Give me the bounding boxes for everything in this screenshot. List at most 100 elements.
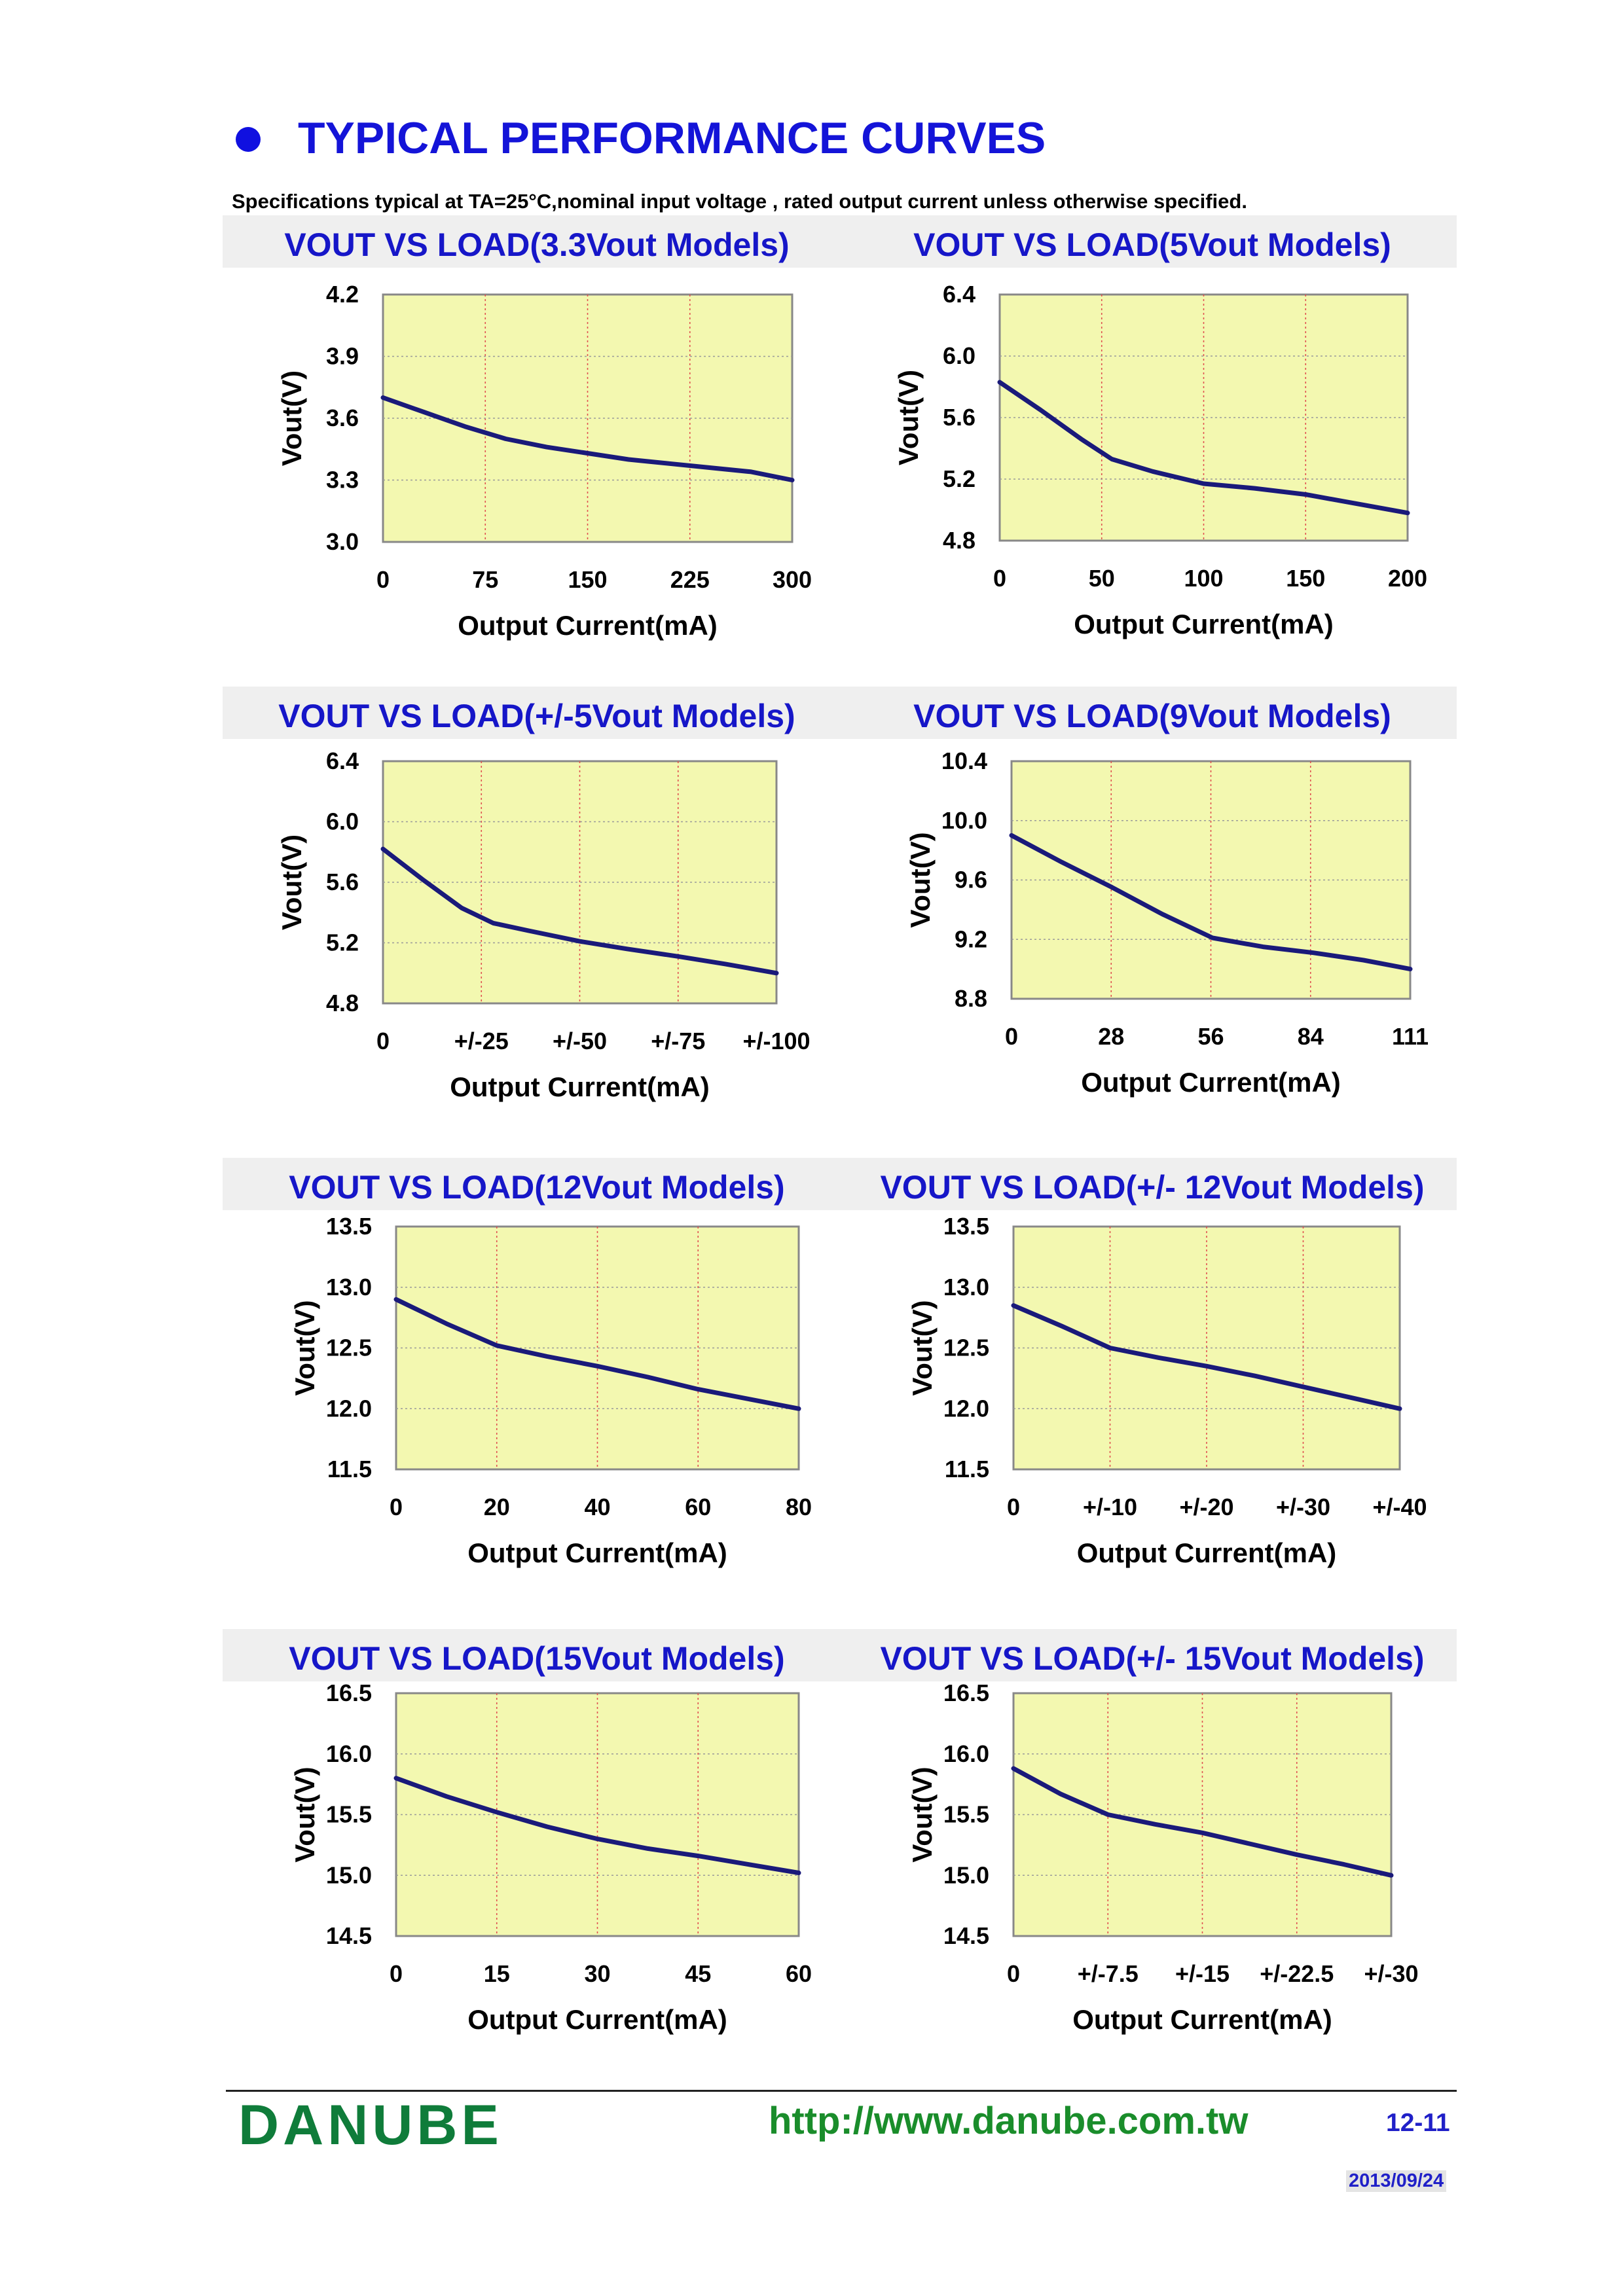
x-tick-label: +/-50	[553, 1028, 607, 1054]
series-line	[380, 395, 795, 482]
x-axis-label: Output Current(mA)	[458, 610, 718, 641]
y-tick-label: 13.5	[943, 1213, 989, 1240]
x-tick-label: +/-22.5	[1260, 1960, 1334, 1987]
title-band-row-1	[223, 215, 1457, 268]
y-tick-label: 16.0	[943, 1740, 989, 1767]
series-line	[1009, 833, 1413, 972]
x-axis-label: Output Current(mA)	[450, 1071, 710, 1102]
series-line	[380, 846, 779, 976]
y-tick-label: 15.0	[943, 1861, 989, 1888]
title-bullet	[236, 127, 261, 152]
y-tick-label: 9.2	[955, 925, 987, 952]
series-line	[393, 1297, 801, 1411]
y-tick-label: 11.5	[945, 1456, 989, 1482]
y-axis-label: Vout(V)	[907, 1767, 938, 1862]
x-axis-label: Output Current(mA)	[1077, 1537, 1337, 1568]
chart-title-15v: VOUT VS LOAD(15Vout Models)	[289, 1640, 785, 1677]
y-tick-label: 5.2	[943, 465, 976, 492]
y-axis-label: Vout(V)	[289, 1767, 320, 1862]
y-tick-label: 13.5	[326, 1213, 372, 1240]
chart-title-pm12v: VOUT VS LOAD(+/- 12Vout Models)	[880, 1169, 1425, 1206]
y-axis-label: Vout(V)	[276, 834, 307, 930]
y-tick-label: 3.0	[326, 528, 359, 555]
chart-title-3v3: VOUT VS LOAD(3.3Vout Models)	[284, 226, 790, 263]
series-line	[1011, 1303, 1402, 1411]
x-tick-label: 75	[472, 566, 498, 593]
x-tick-label: 0	[376, 566, 390, 593]
x-tick-label: 20	[484, 1494, 510, 1520]
y-tick-label: 16.5	[326, 1679, 372, 1706]
y-tick-label: 8.8	[955, 985, 987, 1012]
x-axis-label: Output Current(mA)	[467, 2004, 727, 2035]
y-tick-label: 15.5	[326, 1801, 372, 1828]
x-tick-label: +/-75	[651, 1028, 705, 1054]
y-tick-label: 5.6	[326, 869, 359, 895]
y-tick-label: 4.2	[326, 281, 359, 308]
y-tick-label: 10.0	[941, 807, 987, 834]
y-axis-label: Vout(V)	[907, 1300, 938, 1395]
x-tick-label: 45	[685, 1960, 711, 1987]
series-line	[997, 380, 1410, 516]
x-tick-label: 300	[773, 566, 812, 593]
x-tick-label: 0	[1007, 1494, 1020, 1520]
y-tick-label: 14.5	[943, 1922, 989, 1949]
title-band-row-2	[223, 687, 1457, 739]
y-tick-label: 3.3	[326, 467, 359, 493]
x-tick-label: 28	[1098, 1023, 1124, 1050]
page-title: TYPICAL PERFORMANCE CURVES	[298, 113, 1046, 163]
chart-title-pm15v: VOUT VS LOAD(+/- 15Vout Models)	[880, 1640, 1425, 1677]
y-tick-label: 5.6	[943, 404, 976, 431]
y-tick-label: 4.8	[943, 527, 976, 554]
x-tick-label: 0	[390, 1960, 403, 1987]
chart-title-pm5v: VOUT VS LOAD(+/-5Vout Models)	[278, 698, 795, 734]
x-tick-label: 0	[993, 565, 1006, 592]
publish-date: 2013/09/24	[1346, 2170, 1447, 2192]
x-tick-label: 15	[484, 1960, 510, 1987]
x-axis-label: Output Current(mA)	[1072, 2004, 1332, 2035]
x-tick-label: +/-15	[1175, 1960, 1230, 1987]
y-tick-label: 6.4	[326, 747, 359, 774]
x-tick-label: 60	[786, 1960, 812, 1987]
y-tick-label: 6.4	[943, 281, 976, 308]
y-tick-label: 12.5	[943, 1335, 989, 1361]
x-tick-label: 80	[786, 1494, 812, 1520]
y-tick-label: 12.0	[943, 1395, 989, 1422]
x-tick-label: 0	[1005, 1023, 1018, 1050]
brand-logo: DANUBE	[238, 2094, 503, 2157]
x-tick-label: 56	[1197, 1023, 1224, 1050]
x-tick-label: 0	[390, 1494, 403, 1520]
x-tick-label: +/-30	[1276, 1494, 1330, 1520]
x-tick-label: 100	[1184, 565, 1223, 592]
x-tick-label: 0	[376, 1028, 390, 1054]
y-tick-label: 11.5	[327, 1456, 372, 1482]
x-tick-label: 50	[1089, 565, 1115, 592]
y-tick-label: 12.5	[326, 1335, 372, 1361]
y-axis-label: Vout(V)	[893, 370, 924, 465]
x-tick-label: +/-30	[1364, 1960, 1418, 1987]
website-link[interactable]: http://www.danube.com.tw	[769, 2100, 1249, 2142]
x-tick-label: 60	[685, 1494, 711, 1520]
x-tick-label: 150	[568, 566, 607, 593]
y-axis-label: Vout(V)	[905, 832, 936, 927]
x-tick-label: 40	[584, 1494, 610, 1520]
y-tick-label: 13.0	[943, 1274, 989, 1300]
y-tick-label: 13.0	[326, 1274, 372, 1300]
y-tick-label: 10.4	[941, 747, 987, 774]
x-tick-label: 111	[1392, 1023, 1429, 1050]
x-tick-label: 225	[670, 566, 710, 593]
chart-title-9v: VOUT VS LOAD(9Vout Models)	[913, 698, 1391, 734]
chart-title-5v: VOUT VS LOAD(5Vout Models)	[913, 226, 1391, 263]
y-tick-label: 6.0	[943, 342, 976, 369]
x-tick-label: +/-40	[1372, 1494, 1427, 1520]
y-axis-label: Vout(V)	[276, 370, 307, 466]
y-tick-label: 4.8	[326, 990, 359, 1016]
y-tick-label: 5.2	[326, 929, 359, 956]
x-tick-label: 84	[1298, 1023, 1324, 1050]
